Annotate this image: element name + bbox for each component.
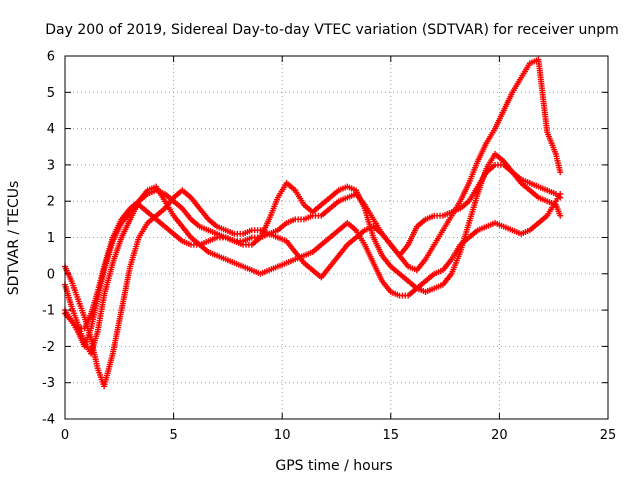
- data-point: [557, 169, 564, 176]
- data-points: [62, 56, 564, 390]
- x-axis-label: GPS time / hours: [275, 458, 392, 474]
- data-point: [557, 212, 564, 219]
- data-point: [557, 194, 564, 201]
- series-trace-c: [62, 151, 564, 332]
- y-tick-label: -1: [42, 304, 55, 319]
- x-tick-label: 10: [274, 428, 291, 443]
- y-tick-label: -3: [42, 376, 55, 391]
- plot-frame: [64, 55, 609, 420]
- y-tick-label: 3: [47, 158, 55, 173]
- series-trace-b: [62, 183, 564, 357]
- y-tick-label: 0: [47, 267, 55, 282]
- series-trace-d: [62, 161, 564, 390]
- x-tick-label: 20: [491, 428, 508, 443]
- y-tick-labels: -4 -3 -2 -1 0 1 2 3 4 5 6: [42, 50, 55, 428]
- x-tick-label: 15: [383, 428, 400, 443]
- y-tick-label: -2: [42, 340, 55, 355]
- x-tick-label: 25: [600, 428, 617, 443]
- x-tick-label: 0: [61, 428, 69, 443]
- y-tick-label: -4: [42, 413, 55, 428]
- y-tick-label: 5: [47, 86, 55, 101]
- chart-title: Day 200 of 2019, Sidereal Day-to-day VTE…: [45, 22, 619, 38]
- y-tick-label: 2: [47, 195, 55, 210]
- y-tick-label: 6: [47, 50, 55, 65]
- y-tick-label: 1: [47, 231, 55, 246]
- y-axis-label: SDTVAR / TECUs: [6, 181, 22, 296]
- x-tick-labels: 0 5 10 15 20 25: [61, 428, 616, 443]
- x-tick-label: 5: [169, 428, 177, 443]
- y-tick-label: 4: [47, 122, 55, 137]
